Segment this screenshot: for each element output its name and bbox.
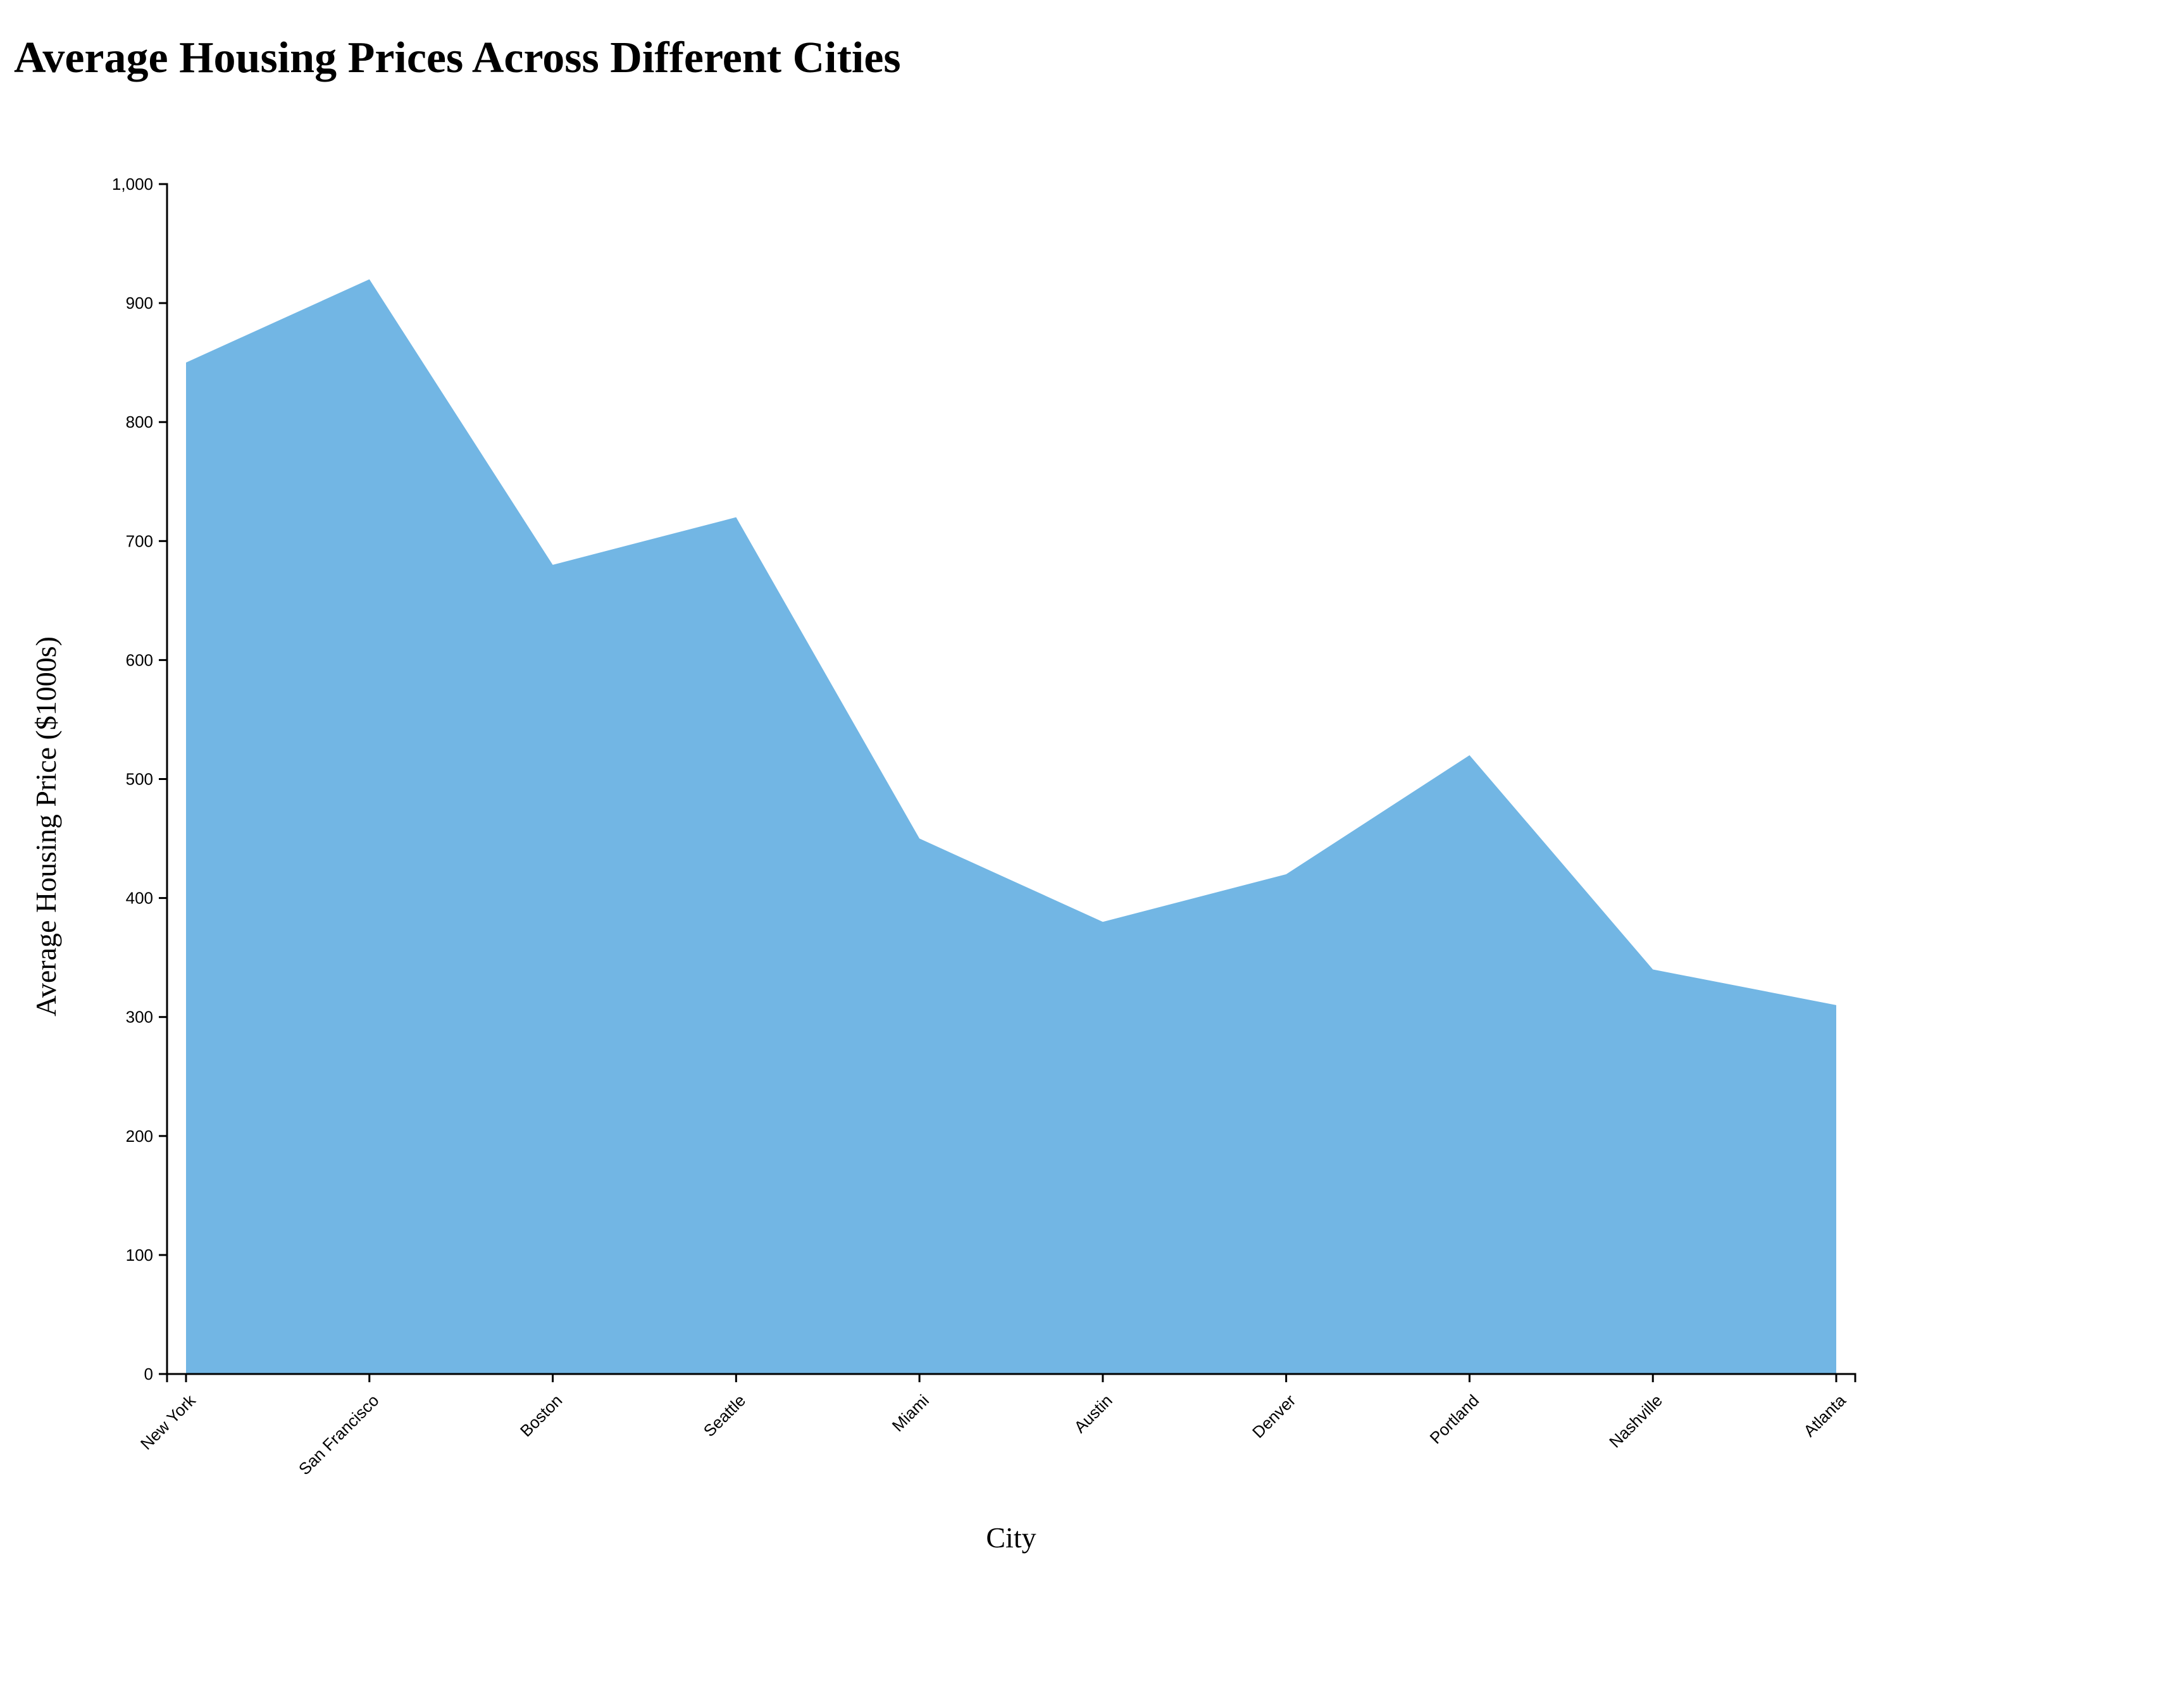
y-tick-label: 700 [126,531,153,550]
y-tick-label: 300 [126,1008,153,1027]
x-tick-label: Atlanta [1800,1390,1850,1440]
y-tick-label: 200 [126,1127,153,1146]
x-tick-label: Miami [888,1391,933,1435]
x-tick-label: Portland [1426,1391,1483,1448]
y-tick-label: 500 [126,770,153,789]
x-axis-line [166,1373,1856,1382]
y-tick-label: 1,000 [112,175,153,194]
x-ticks: New York San Francisco Boston Seattle Miami A… [137,1374,1850,1478]
y-tick-label: 100 [126,1246,153,1265]
area-series [186,279,1836,1375]
x-tick-label: Seattle [700,1391,749,1440]
plot-area [186,279,1836,1375]
x-tick-label: Denver [1248,1390,1300,1442]
x-tick-label: San Francisco [295,1391,383,1479]
x-axis: New York San Francisco Boston Seattle Miami A… [137,1373,1856,1478]
y-tick-label: 0 [144,1365,153,1383]
y-axis-title: Average Housing Price ($1000s) [30,636,62,1017]
chart-title: Average Housing Prices Across Different … [14,34,901,82]
x-tick-label: Nashville [1605,1391,1666,1452]
y-tick-label: 900 [126,294,153,313]
x-tick-label: Boston [516,1391,566,1440]
x-axis-title: City [986,1521,1036,1554]
y-tick-label: 400 [126,889,153,908]
y-ticks: 0 100 200 300 400 500 600 700 800 900 1,000 [112,175,167,1383]
x-tick-label: New York [137,1390,200,1454]
y-tick-label: 800 [126,412,153,431]
y-tick-label: 600 [126,650,153,669]
y-axis: 0 100 200 300 400 500 600 700 800 900 1,000 [112,175,168,1383]
x-tick-label: Austin [1070,1391,1116,1437]
